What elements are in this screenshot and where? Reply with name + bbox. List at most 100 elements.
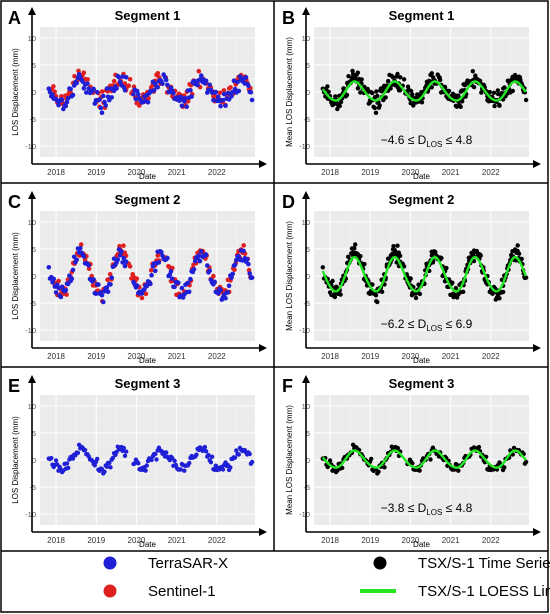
loess-line: [321, 255, 527, 293]
terrasar-x-point: [236, 253, 242, 259]
terrasar-x-point: [117, 252, 123, 258]
sentinel-1-point: [122, 81, 128, 86]
y-tick-label: -10: [25, 142, 36, 151]
legend-label-tsx-s-1-loess-line: TSX/S-1 LOESS Line: [418, 583, 550, 600]
time-series-point: [456, 468, 461, 473]
terrasar-x-point: [94, 89, 100, 95]
time-series-point: [340, 465, 345, 471]
y-axis-label: LOS Displacement (mm): [11, 232, 20, 320]
time-series-point: [385, 256, 391, 261]
time-series-point: [501, 289, 506, 295]
time-series-point: [487, 89, 492, 95]
terrasar-x-point: [120, 260, 125, 265]
y-tick-label: 0: [306, 88, 310, 97]
terrasar-x-point: [199, 73, 204, 78]
time-series-point: [492, 103, 497, 109]
terrasar-x-point: [110, 455, 116, 461]
terrasar-x-point: [156, 260, 162, 265]
panel-letter: F: [282, 376, 293, 396]
time-series-point: [438, 77, 443, 83]
terrasar-x-point: [92, 463, 98, 468]
terrasar-x-point: [225, 290, 231, 295]
time-series-point: [373, 110, 379, 116]
legend-marker-terrasar-x: [103, 556, 117, 570]
terrasar-x-point: [153, 268, 158, 274]
time-series-point: [358, 90, 363, 95]
terrasar-x-point: [234, 257, 239, 263]
terrasar-x-point: [218, 103, 223, 109]
terrasar-x-point: [208, 460, 214, 465]
terrasar-x-point: [183, 96, 188, 101]
terrasar-x-point: [236, 88, 242, 94]
sentinel-1-point: [78, 242, 84, 247]
y-axis-arrow: [302, 7, 310, 15]
terrasar-x-point: [133, 96, 139, 102]
time-series-point: [450, 280, 455, 285]
time-series-point: [346, 254, 351, 259]
terrasar-x-point: [215, 94, 221, 100]
terrasar-x-point: [195, 82, 200, 88]
x-axis-arrow: [259, 528, 267, 536]
terrasar-x-point: [203, 78, 209, 84]
sentinel-1-point: [241, 243, 246, 248]
terrasar-x-point: [209, 454, 215, 459]
time-series-point: [373, 293, 379, 298]
terrasar-x-point: [247, 451, 252, 457]
terrasar-x-point: [53, 458, 59, 463]
y-tick-label: 5: [306, 429, 310, 438]
time-series-point: [397, 88, 403, 93]
sentinel-1-point: [143, 291, 149, 297]
x-axis-arrow: [533, 160, 541, 168]
terrasar-x-point: [86, 263, 91, 268]
terrasar-x-point: [104, 86, 110, 91]
terrasar-x-point: [229, 275, 234, 280]
x-tick-label: 2021: [168, 168, 186, 177]
time-series-point: [395, 71, 400, 77]
terrasar-x-point: [74, 257, 79, 263]
terrasar-x-point: [98, 105, 104, 111]
time-series-point: [523, 97, 529, 103]
sentinel-1-point: [137, 103, 142, 108]
legend-marker-tsx-s-1-time-series: [373, 556, 387, 570]
terrasar-x-point: [229, 94, 234, 99]
terrasar-x-point: [123, 75, 129, 80]
terrasar-x-point: [248, 90, 254, 95]
terrasar-x-point: [109, 275, 114, 280]
x-tick-label: 2021: [442, 168, 460, 177]
loess-line: [321, 80, 527, 102]
terrasar-x-point: [179, 103, 185, 109]
terrasar-x-point: [115, 257, 121, 262]
sentinel-1-point: [56, 278, 61, 284]
sentinel-1-point: [121, 243, 126, 248]
time-series-point: [395, 445, 400, 451]
sentinel-1-point: [185, 99, 191, 104]
time-series-point: [453, 285, 459, 291]
terrasar-x-point: [177, 98, 182, 104]
terrasar-x-point: [95, 456, 100, 462]
time-series-point: [350, 68, 355, 74]
terrasar-x-point: [223, 296, 228, 301]
terrasar-x-point: [232, 262, 238, 267]
sentinel-1-point: [127, 264, 133, 269]
time-series-point: [390, 75, 396, 80]
time-series-point: [523, 459, 529, 465]
terrasar-x-point: [223, 103, 228, 108]
terrasar-x-point: [168, 268, 174, 274]
time-series-point: [337, 103, 342, 109]
terrasar-x-point: [116, 75, 122, 80]
x-tick-label: 2022: [208, 352, 226, 361]
time-series-point: [379, 289, 385, 294]
time-series-point: [419, 100, 425, 105]
panel-letter: E: [8, 376, 20, 396]
terrasar-x-point: [246, 83, 251, 89]
y-tick-label: 0: [306, 272, 310, 281]
time-series-point: [376, 469, 381, 474]
time-series-point: [476, 444, 482, 450]
time-series-point: [429, 71, 434, 76]
terrasar-x-point: [64, 461, 70, 466]
terrasar-x-point: [69, 276, 75, 281]
sentinel-1-point: [211, 273, 216, 279]
time-series-point: [338, 292, 343, 297]
y-tick-label: 5: [306, 245, 310, 254]
terrasar-x-point: [194, 452, 199, 457]
